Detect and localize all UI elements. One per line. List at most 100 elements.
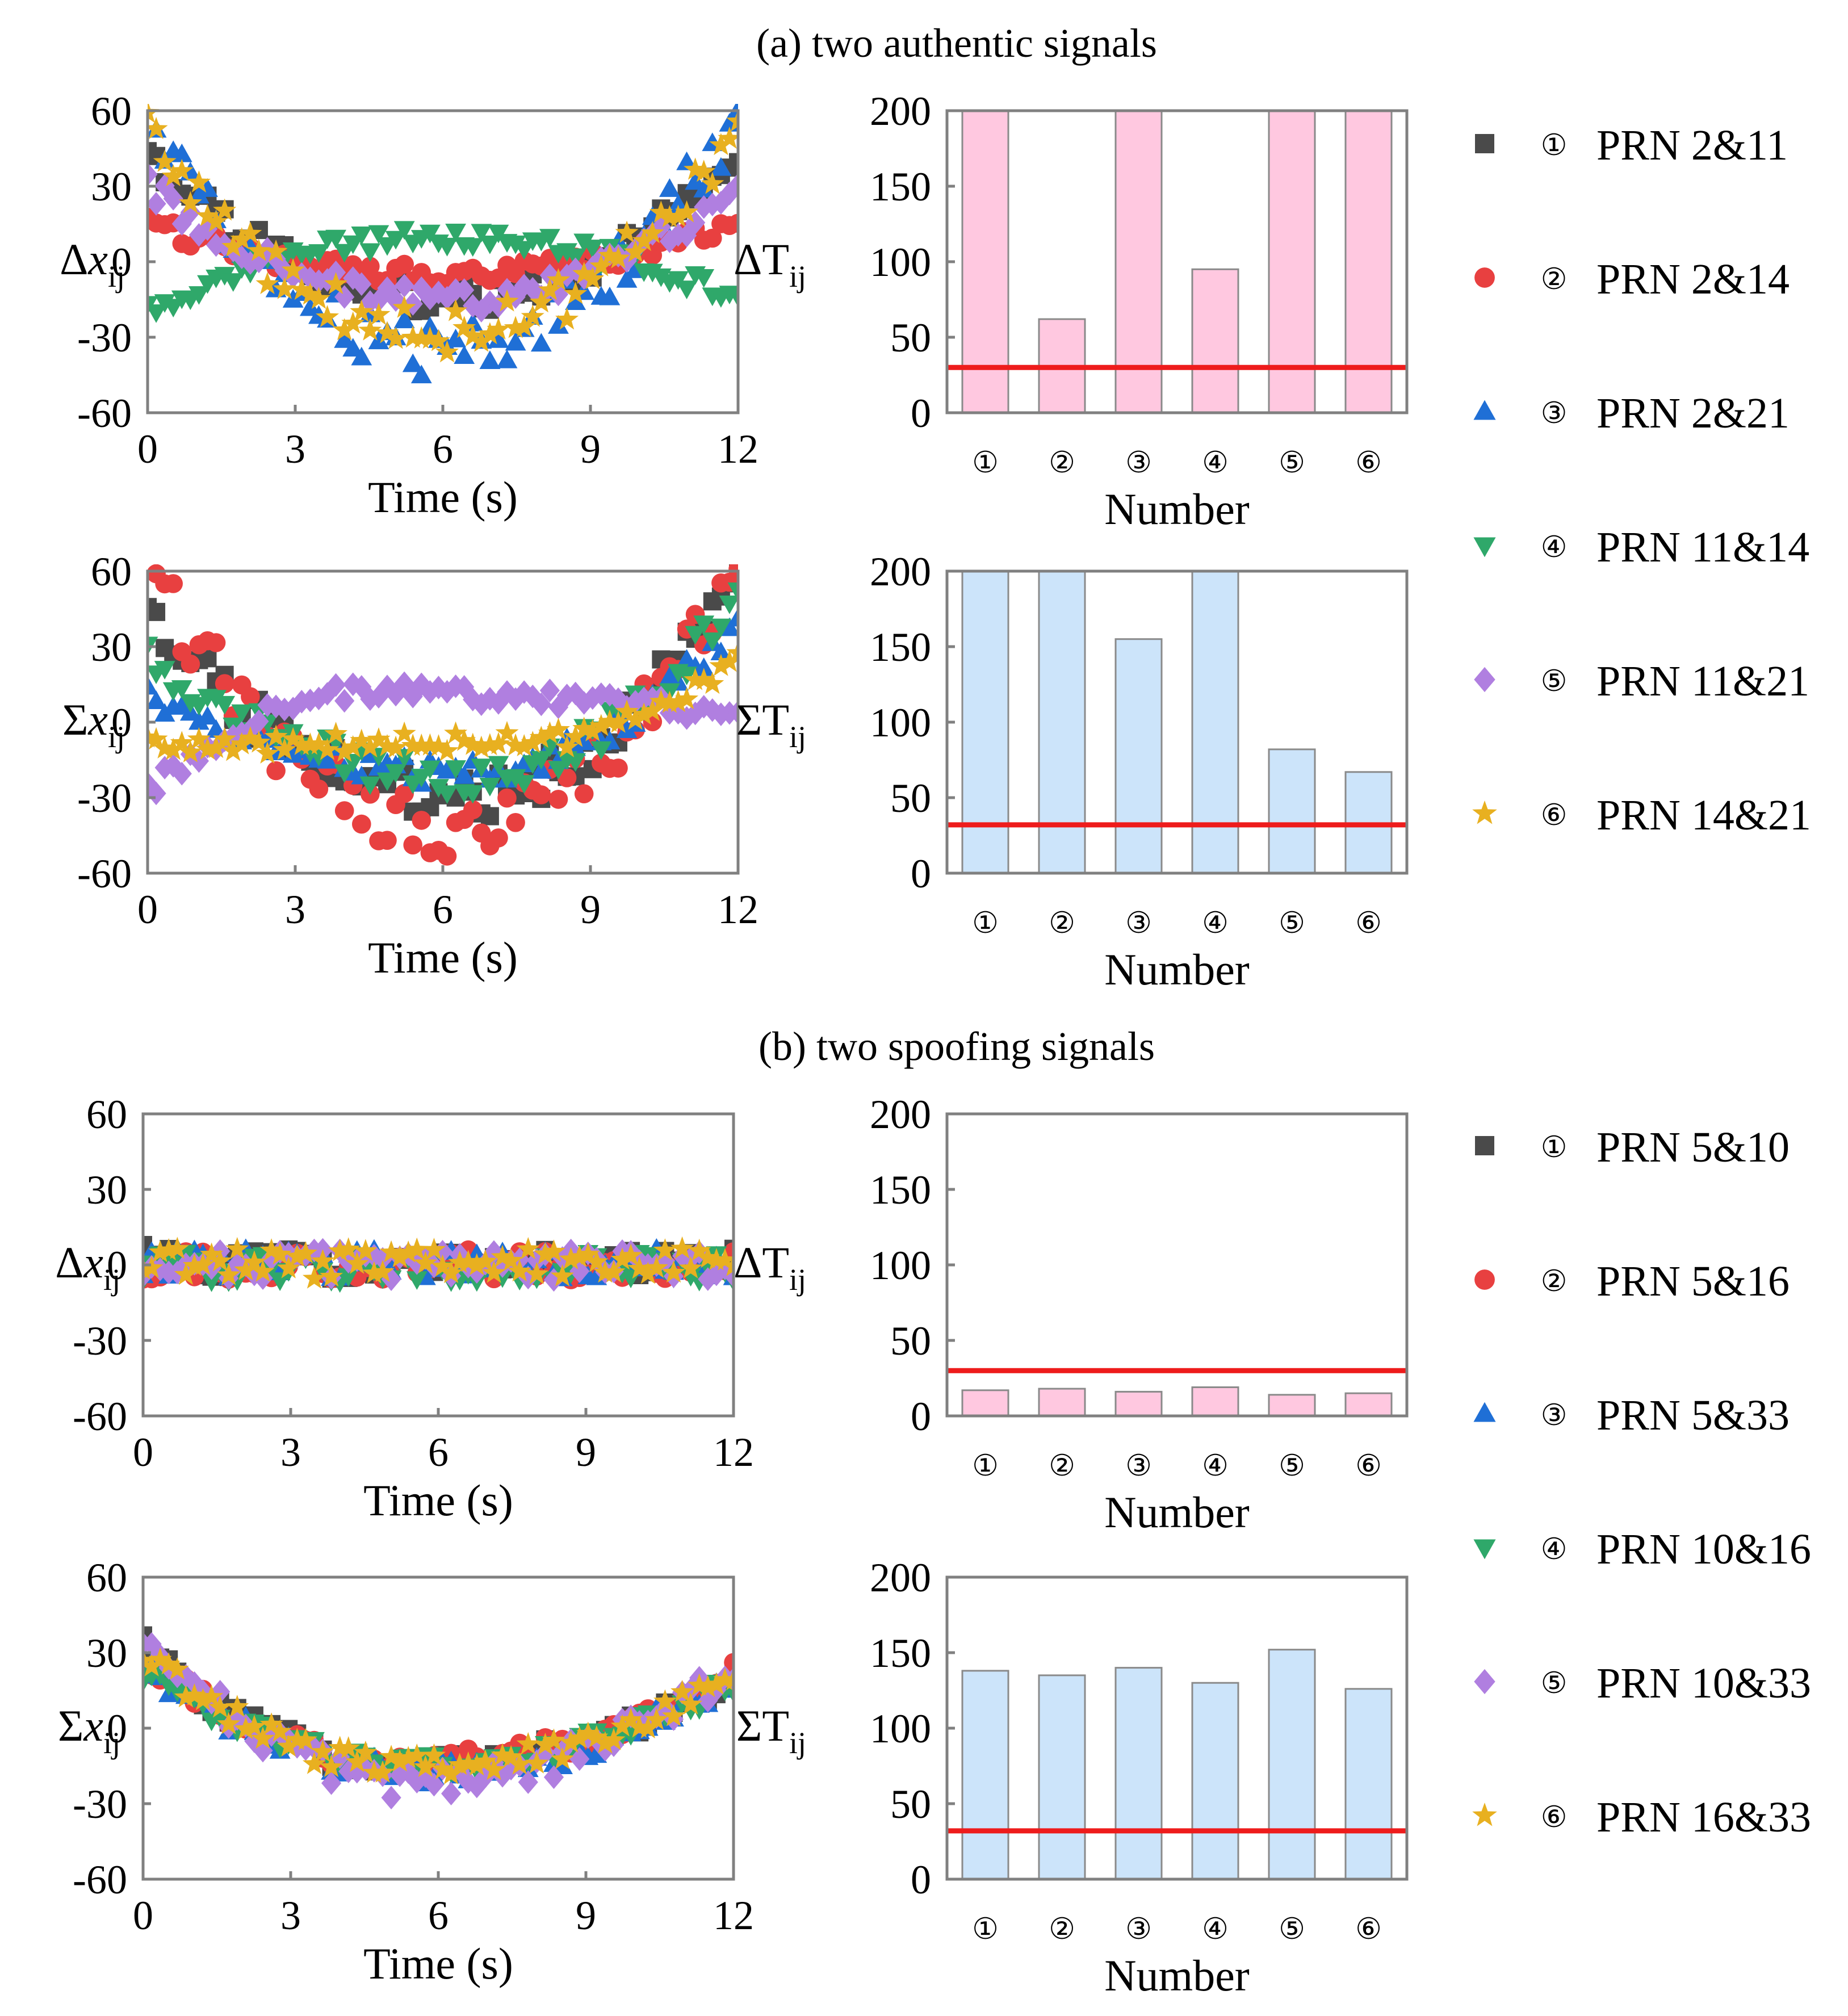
scatter-point-a-delta-s4 <box>359 243 381 262</box>
x-category-label: ⑤ <box>1279 1450 1305 1482</box>
scatter-point-a-delta-s4 <box>471 224 492 243</box>
y-tick-label: 100 <box>870 1243 931 1288</box>
y-tick-label: 0 <box>111 240 132 285</box>
scatter-point-a-delta-s4 <box>488 224 509 244</box>
y-tick-label: 0 <box>111 700 132 745</box>
y-axis-label: ΔTij <box>734 234 806 294</box>
x-tick-label: 3 <box>280 1893 301 1938</box>
scatter-point-b-delta-s6 <box>585 1250 609 1272</box>
y-tick-label: 60 <box>91 89 132 134</box>
scatter-point-a-delta-s6 <box>615 220 639 243</box>
scatter-point-a-sigma-s6 <box>170 731 194 753</box>
scatter-point-a-sigma-s6 <box>392 721 416 744</box>
scatter-point-a-sigma-s3 <box>454 765 475 784</box>
y-axis-label-subscript: ij <box>108 720 125 754</box>
bar-a-delta-T-1 <box>961 110 1009 414</box>
scatter-point-a-sigma-s1 <box>148 602 166 621</box>
scatter-point-a-delta-s3 <box>599 286 621 305</box>
bar-b-delta-T-2 <box>1038 1388 1086 1417</box>
scatter-point-a-delta-s4 <box>676 280 697 300</box>
y-axis-label-symbol: Σ <box>736 1701 762 1750</box>
scatter-point-a-sigma-s4 <box>676 667 697 686</box>
scatter-point-a-sigma-s5 <box>428 676 449 699</box>
scatter-point-b-sigma-s5 <box>424 1772 445 1797</box>
scatter-point-a-delta-s5 <box>317 268 338 292</box>
scatter-point-b-sigma-s6 <box>508 1752 531 1775</box>
scatter-point-b-delta-s5 <box>407 1251 427 1275</box>
scatter-point-a-sigma-s6 <box>401 734 425 756</box>
plot-frame <box>945 1575 1409 1881</box>
scatter-point-b-sigma-s6 <box>143 1654 164 1676</box>
x-category-label: ① <box>972 1450 999 1482</box>
scatter-point-a-delta-s6 <box>435 340 459 363</box>
scatter-point-a-delta-s3 <box>488 329 509 348</box>
x-category-label: ③ <box>1125 1913 1152 1946</box>
scatter-point-a-delta-s4 <box>342 235 364 254</box>
scatter-point-a-sigma-s6 <box>701 672 724 694</box>
y-axis-label-symbol: Δ <box>734 1238 762 1287</box>
scatter-point-b-delta-s4 <box>338 1268 359 1287</box>
scatter-point-a-delta-s4 <box>419 224 441 244</box>
bar-a-sigma-T-3 <box>1114 638 1163 874</box>
scatter-point-a-delta-s3 <box>676 151 697 170</box>
scatter-point-b-sigma-s6 <box>148 1647 172 1670</box>
scatter-point-b-delta-s5 <box>253 1266 273 1290</box>
scatter-point-a-sigma-s6 <box>521 731 544 753</box>
scatter-point-a-delta-s6 <box>487 317 510 340</box>
scatter-point-b-sigma-s6 <box>610 1714 634 1737</box>
scatter-point-b-delta-s5 <box>467 1260 487 1284</box>
y-tick-label: 150 <box>870 164 931 209</box>
scatter-point-a-sigma-s6 <box>640 698 664 721</box>
points-b-delta <box>143 1235 734 1293</box>
y-axis-label-subscript: ij <box>789 1263 806 1297</box>
scatter-point-b-sigma-s5 <box>389 1763 410 1787</box>
scatter-point-b-delta-s6 <box>345 1251 369 1274</box>
scatter-point-b-sigma-s6 <box>379 1745 403 1767</box>
scatter-point-a-delta-s4 <box>334 244 355 263</box>
scatter-point-a-delta-s3 <box>496 349 518 368</box>
scatter-point-a-sigma-s5 <box>171 761 192 786</box>
x-category-label: ① <box>972 447 999 479</box>
scatter-point-a-sigma-s2 <box>557 768 577 787</box>
scatter-point-a-delta-s3 <box>565 291 586 311</box>
scatter-point-b-sigma-s5 <box>381 1786 401 1810</box>
scatter-point-b-sigma-s6 <box>559 1730 583 1753</box>
legend-label-3: PRN 2&21 <box>1596 389 1790 437</box>
bar-a-sigma-T-2 <box>1038 570 1086 874</box>
scatter-point-a-delta-s3 <box>616 269 638 288</box>
scatter-point-b-delta-s5 <box>698 1267 718 1291</box>
scatter-point-b-delta-s5 <box>424 1254 445 1279</box>
scatter-point-a-delta-s5 <box>148 192 166 216</box>
bar-a-delta-T-5 <box>1268 110 1316 414</box>
scatter-point-b-delta-s6 <box>653 1238 677 1261</box>
scatter-point-a-delta-s6 <box>350 300 374 322</box>
scatter-point-a-sigma-s4 <box>590 741 612 760</box>
scatter-point-b-delta-s6 <box>251 1259 275 1282</box>
chart-b-delta-T: 200 150 100 50 0 ① ② ③ ④ ⑤ ⑥ Number ΔTij <box>734 1092 1409 1537</box>
scatter-point-a-delta-s6 <box>623 240 647 262</box>
y-tick-label: 0 <box>911 1394 931 1439</box>
scatter-point-a-delta-s6 <box>316 305 340 328</box>
scatter-point-a-delta-s5 <box>148 162 158 186</box>
scatter-point-a-sigma-s6 <box>538 721 561 744</box>
scatter-point-a-delta-s4 <box>582 240 604 258</box>
x-category-label: ③ <box>1125 1450 1152 1482</box>
legend-section-1: ① PRN 2&11 ② PRN 2&14 ③ PRN 2&21 ④ PRN 11&14 ⑤ PR… <box>1472 121 1811 839</box>
scatter-point-a-delta-s2 <box>395 254 414 274</box>
scatter-point-b-sigma-s5 <box>441 1782 462 1806</box>
scatter-point-a-delta-s5 <box>163 187 183 211</box>
scatter-point-a-sigma-s6 <box>718 649 738 672</box>
scatter-point-b-sigma-s6 <box>431 1757 455 1779</box>
legend-label-6: PRN 16&33 <box>1596 1793 1811 1841</box>
scatter-point-a-sigma-s6 <box>435 739 459 761</box>
scatter-point-a-sigma-s4 <box>719 595 738 614</box>
bar-b-delta-T-4 <box>1191 1386 1239 1417</box>
x-category-label: ④ <box>1202 907 1229 940</box>
y-axis-label: ΔTij <box>734 1238 806 1297</box>
scatter-point-a-delta-s4 <box>162 299 184 318</box>
y-axis-label-var: x <box>87 234 108 284</box>
y-axis-label-subscript: ij <box>789 259 806 294</box>
